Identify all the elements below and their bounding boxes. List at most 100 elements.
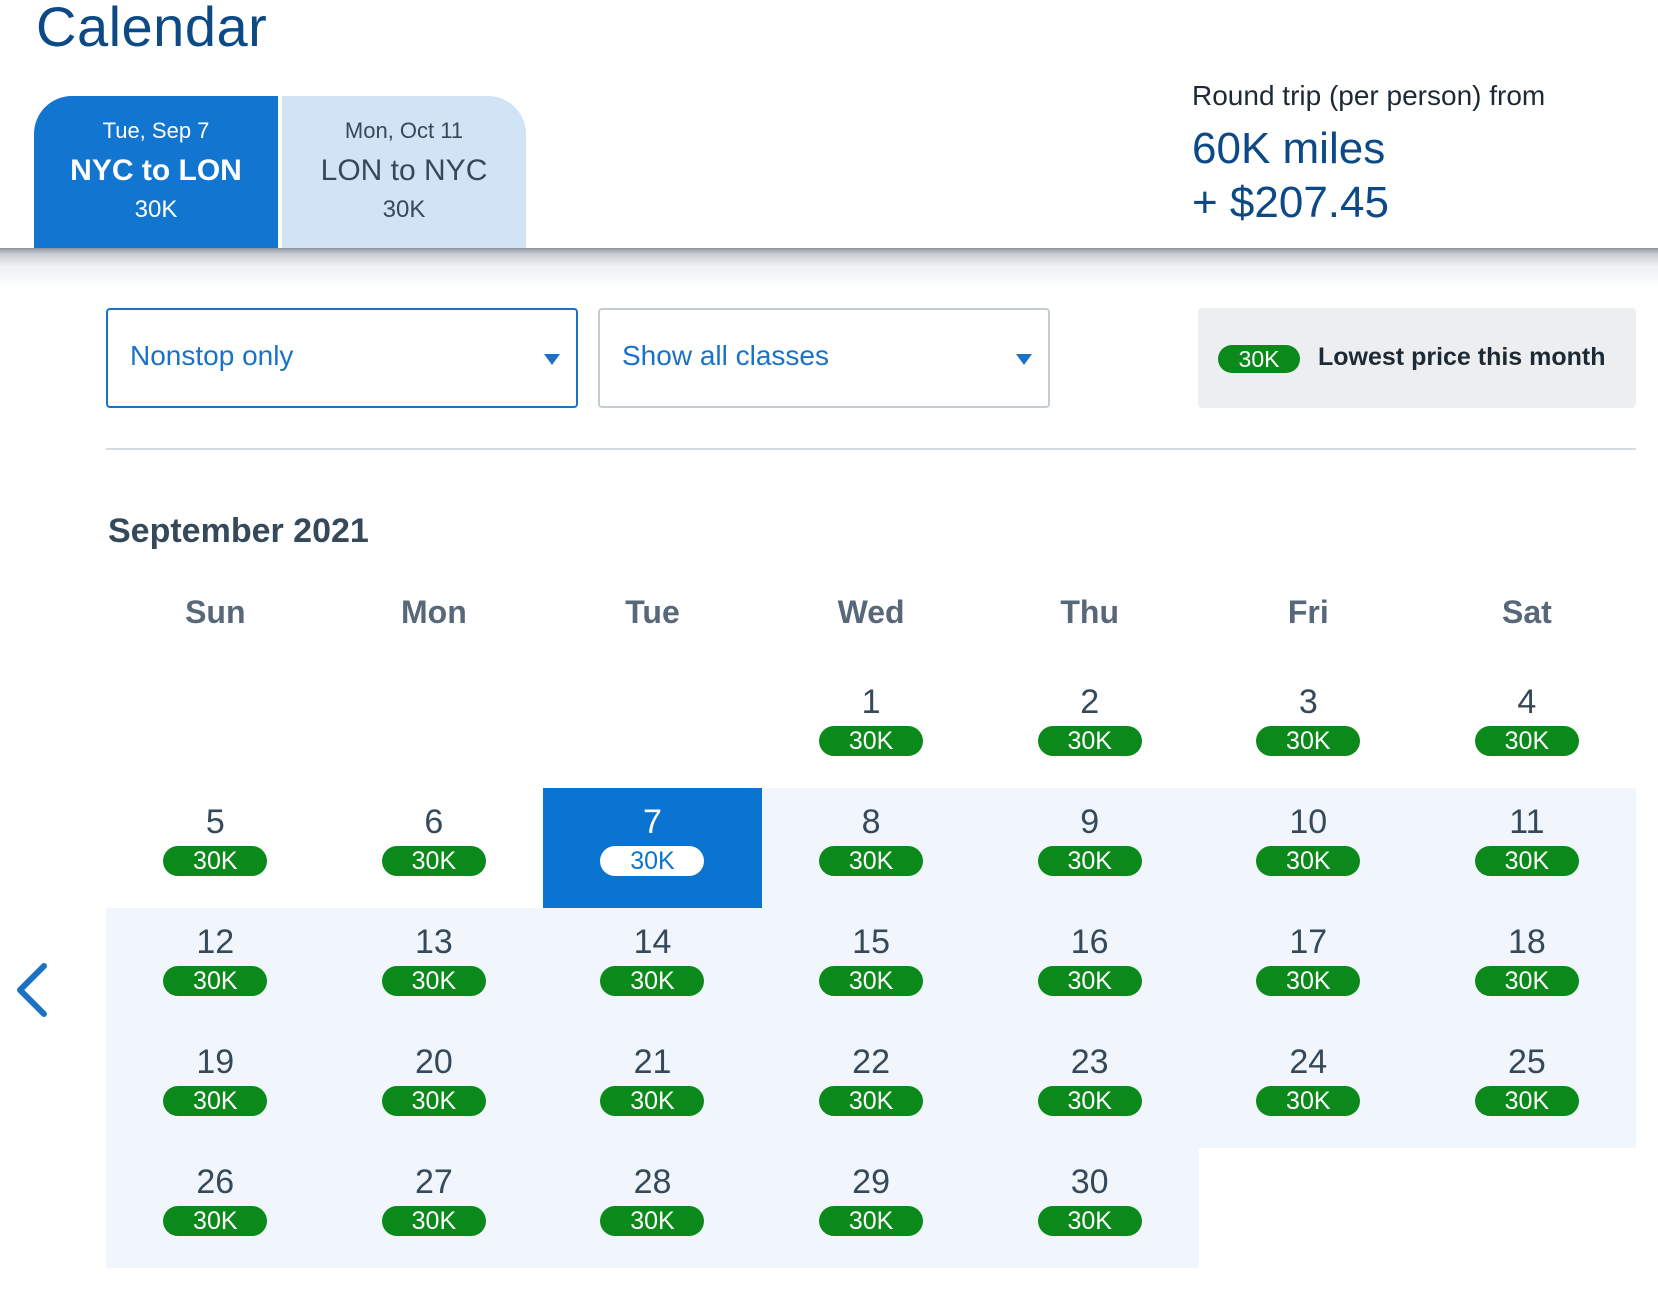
day-number: 3 xyxy=(1298,683,1318,721)
prev-month-button[interactable] xyxy=(10,960,56,1020)
calendar-day-1[interactable]: 1 30K xyxy=(762,668,981,788)
calendar-day-8[interactable]: 8 30K xyxy=(761,788,981,908)
calendar-day-4[interactable]: 4 30K xyxy=(1418,668,1637,788)
tab-outbound-route: NYC to LON xyxy=(70,154,242,187)
tab-outbound[interactable]: Tue, Sep 7 NYC to LON 30K xyxy=(34,96,278,248)
day-number: 19 xyxy=(196,1043,235,1081)
calendar-day-6[interactable]: 6 30K xyxy=(325,788,544,908)
day-number: 2 xyxy=(1080,683,1100,721)
month-title: September 2021 xyxy=(108,512,369,550)
calendar-day-23[interactable]: 23 30K xyxy=(980,1028,1199,1148)
summary-miles: 60K miles xyxy=(1192,124,1386,173)
day-number: 15 xyxy=(852,923,890,961)
tab-return[interactable]: Mon, Oct 11 LON to NYC 30K xyxy=(282,96,526,248)
weekday-thu: Thu xyxy=(1060,594,1119,630)
calendar-day-2[interactable]: 2 30K xyxy=(980,668,1199,788)
calendar-day-28[interactable]: 28 30K xyxy=(543,1148,762,1268)
calendar-day-9[interactable]: 9 30K xyxy=(980,788,1199,908)
day-number: 7 xyxy=(643,803,662,841)
stops-select-value: Nonstop only xyxy=(130,340,294,371)
tab-outbound-date: Tue, Sep 7 xyxy=(102,118,210,143)
day-number: 12 xyxy=(196,923,235,961)
day-price-pill: 30K xyxy=(1037,1086,1142,1116)
day-number: 11 xyxy=(1509,803,1545,841)
calendar-day-16[interactable]: 16 30K xyxy=(980,908,1199,1028)
day-number: 24 xyxy=(1289,1043,1328,1081)
calendar-day-24[interactable]: 24 30K xyxy=(1199,1028,1418,1148)
legend-label: Lowest price this month xyxy=(1318,343,1606,371)
calendar-day-3[interactable]: 3 30K xyxy=(1199,668,1418,788)
tab-return-route: LON to NYC xyxy=(320,154,488,187)
weekday-tue: Tue xyxy=(625,594,680,630)
tab-return-date: Mon, Oct 11 xyxy=(344,118,464,143)
weekday-mon: Mon xyxy=(401,594,467,630)
calendar-day-5[interactable]: 5 30K xyxy=(106,788,325,908)
calendar-day-25[interactable]: 25 30K xyxy=(1417,1028,1637,1148)
calendar-day-15[interactable]: 15 30K xyxy=(761,908,981,1028)
classes-select[interactable]: Show all classes xyxy=(598,308,1050,408)
summary-cash: + $207.45 xyxy=(1192,178,1389,227)
summary-label: Round trip (per person) from xyxy=(1192,80,1546,111)
day-number: 14 xyxy=(633,923,672,961)
day-price-pill: 30K xyxy=(1256,1086,1361,1116)
calendar-day-19[interactable]: 19 30K xyxy=(106,1028,325,1148)
day-price-pill: 30K xyxy=(600,846,705,876)
calendar-day-29[interactable]: 29 30K xyxy=(761,1148,981,1268)
day-price-pill: 30K xyxy=(600,1206,705,1236)
classes-select-value: Show all classes xyxy=(622,340,829,371)
day-number: 30 xyxy=(1070,1163,1109,1201)
calendar-day-12[interactable]: 12 30K xyxy=(106,908,325,1028)
calendar-day-21[interactable]: 21 30K xyxy=(543,1028,762,1148)
day-number: 17 xyxy=(1289,923,1328,961)
day-number: 27 xyxy=(414,1163,453,1201)
day-price-pill: 30K xyxy=(381,966,486,996)
calendar-day-30[interactable]: 30 30K xyxy=(980,1148,1199,1268)
legend-price-pill: 30K xyxy=(1218,345,1300,373)
calendar-day-22[interactable]: 22 30K xyxy=(761,1028,981,1148)
day-number: 13 xyxy=(414,923,453,961)
day-number: 26 xyxy=(196,1163,235,1201)
day-price-pill: 30K xyxy=(1474,846,1579,876)
calendar-day-11[interactable]: 11 30K xyxy=(1417,788,1637,908)
calendar-day-14[interactable]: 14 30K xyxy=(543,908,762,1028)
day-price-pill: 30K xyxy=(381,846,486,876)
day-price-pill: 30K xyxy=(819,1086,924,1116)
divider xyxy=(106,448,1636,450)
day-price-pill: 30K xyxy=(1256,966,1361,996)
day-price-pill: 30K xyxy=(1256,846,1361,876)
calendar-day-18[interactable]: 18 30K xyxy=(1417,908,1637,1028)
day-number: 5 xyxy=(205,803,225,841)
header: Calendar Tue, Sep 7 NYC to LON 30K Mon, … xyxy=(0,0,1658,248)
calendar-day-20[interactable]: 20 30K xyxy=(324,1028,544,1148)
stops-select[interactable]: Nonstop only xyxy=(106,308,578,408)
calendar-day-26[interactable]: 26 30K xyxy=(106,1148,325,1268)
calendar-day-7[interactable]: 7 30K xyxy=(543,788,762,908)
day-price-pill: 30K xyxy=(163,1086,268,1116)
day-price-pill: 30K xyxy=(381,1206,486,1236)
calendar-day-10[interactable]: 10 30K xyxy=(1199,788,1418,908)
day-price-pill: 30K xyxy=(819,966,924,996)
day-price-pill: 30K xyxy=(819,846,924,876)
day-number: 22 xyxy=(852,1043,890,1081)
day-price-pill: 30K xyxy=(1037,966,1142,996)
day-number: 9 xyxy=(1080,803,1100,841)
weekday-wed: Wed xyxy=(837,594,905,630)
weekday-sun: Sun xyxy=(185,594,246,630)
tab-return-price: 30K xyxy=(382,196,426,223)
day-number: 1 xyxy=(861,683,881,721)
day-price-pill: 30K xyxy=(163,966,268,996)
weekday-sat: Sat xyxy=(1501,594,1552,630)
header-shadow xyxy=(0,248,1658,288)
day-price-pill: 30K xyxy=(1037,846,1142,876)
calendar-day-13[interactable]: 13 30K xyxy=(324,908,544,1028)
calendar-day-27[interactable]: 27 30K xyxy=(324,1148,544,1268)
chevron-left-icon xyxy=(17,963,47,1017)
day-number: 6 xyxy=(424,803,444,841)
weekday-fri: Fri xyxy=(1287,594,1329,630)
day-number: 10 xyxy=(1289,803,1328,841)
calendar-day-17[interactable]: 17 30K xyxy=(1199,908,1418,1028)
day-price-pill: 30K xyxy=(819,726,924,756)
day-price-pill: 30K xyxy=(1037,726,1142,756)
day-number: 23 xyxy=(1070,1043,1109,1081)
day-price-pill: 30K xyxy=(163,846,268,876)
